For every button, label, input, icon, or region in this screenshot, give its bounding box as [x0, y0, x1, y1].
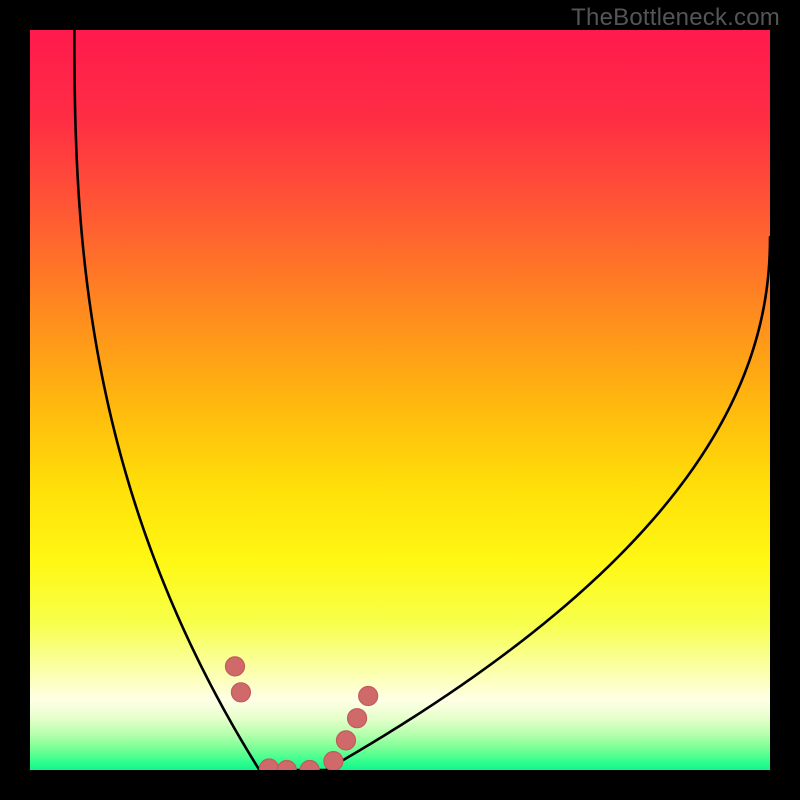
curve-marker — [231, 683, 250, 702]
gradient-background — [30, 30, 770, 770]
curve-marker — [336, 731, 355, 750]
plot-svg — [30, 30, 770, 770]
plot-area — [30, 30, 770, 770]
watermark-label: TheBottleneck.com — [571, 4, 780, 32]
curve-marker — [348, 709, 367, 728]
curve-marker — [225, 657, 244, 676]
curve-marker — [324, 752, 343, 770]
figure-stage: TheBottleneck.com — [0, 0, 800, 800]
curve-marker — [359, 687, 378, 706]
